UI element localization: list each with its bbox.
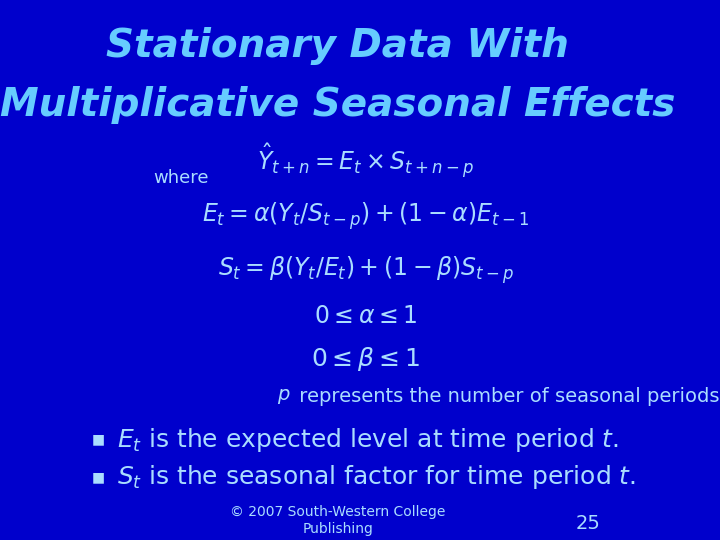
Text: $\hat{Y}_{t+n} = E_t \times S_{t+n-p}$: $\hat{Y}_{t+n} = E_t \times S_{t+n-p}$ — [257, 142, 474, 181]
Text: $S_t$ is the seasonal factor for time period $t.$: $S_t$ is the seasonal factor for time pe… — [117, 463, 636, 491]
Text: $E_t$ is the expected level at time period $t.$: $E_t$ is the expected level at time peri… — [117, 426, 619, 454]
Text: $E_t = \alpha(Y_t/S_{t-p}) + (1-\alpha)E_{t-1}$: $E_t = \alpha(Y_t/S_{t-p}) + (1-\alpha)E… — [202, 200, 529, 232]
Text: Multiplicative Seasonal Effects: Multiplicative Seasonal Effects — [0, 86, 675, 124]
Text: $0 \leq \beta \leq 1$: $0 \leq \beta \leq 1$ — [312, 345, 420, 373]
Text: $p$: $p$ — [277, 387, 290, 406]
Text: Stationary Data With: Stationary Data With — [107, 27, 570, 65]
Text: © 2007 South-Western College
Publishing: © 2007 South-Western College Publishing — [230, 505, 446, 536]
Text: ■: ■ — [92, 433, 105, 447]
Text: where: where — [153, 169, 209, 187]
Text: 25: 25 — [575, 514, 600, 533]
Text: ■: ■ — [92, 470, 105, 484]
Text: represents the number of seasonal periods: represents the number of seasonal period… — [293, 387, 720, 406]
Text: $0 \leq \alpha \leq 1$: $0 \leq \alpha \leq 1$ — [314, 303, 418, 328]
Text: $S_t = \beta(Y_t/E_t) + (1-\beta)S_{t-p}$: $S_t = \beta(Y_t/E_t) + (1-\beta)S_{t-p}… — [217, 254, 514, 286]
